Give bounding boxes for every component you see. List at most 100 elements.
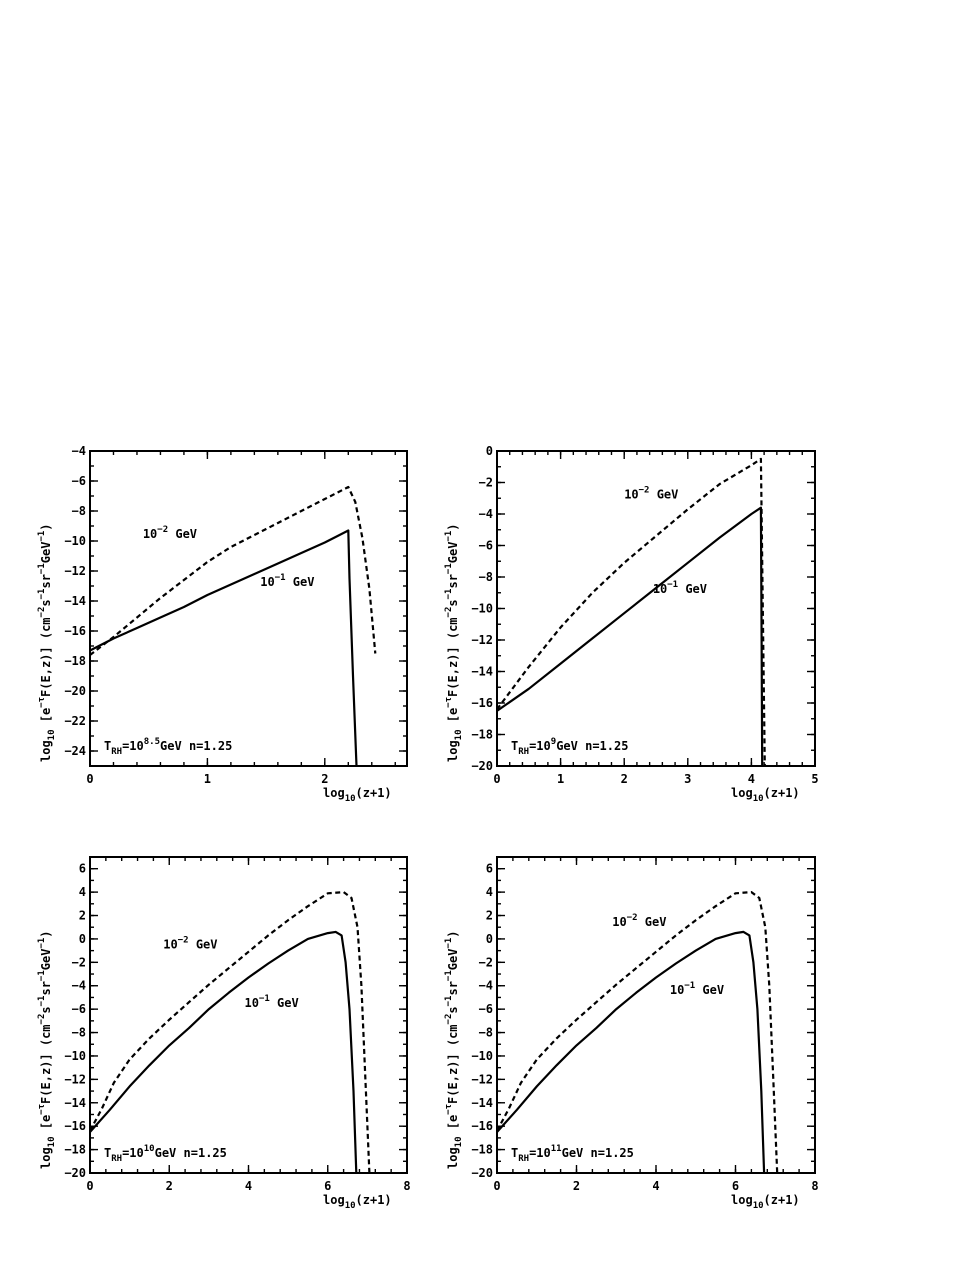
y-axis-label: log10 [e−τF(E,z)] (cm−2s−1sr−1GeV−1) (444, 523, 464, 762)
series-label: 10−2 GeV (624, 485, 678, 501)
series-line-solid (90, 930, 358, 1173)
y-axis-label-gev: GeV (39, 949, 53, 971)
y-tick-label: −14 (64, 1096, 86, 1110)
y-tick-label: −12 (64, 1072, 86, 1086)
y-tick-label: −24 (64, 744, 86, 758)
y-axis-label-f: F(E,z)] (cm (39, 617, 53, 696)
y-tick-label: −22 (64, 714, 86, 728)
y-axis-label-exp4: −1 (444, 531, 454, 542)
x-tick-label: 6 (324, 1179, 331, 1193)
y-tick-label: −16 (471, 1119, 493, 1133)
y-axis-label-close: ) (39, 930, 53, 937)
series-label-base: 10 (624, 487, 638, 501)
y-axis-label-close: ) (446, 930, 460, 937)
y-tick-label: 6 (79, 862, 86, 876)
trh-annotation: TRH=108.5GeV n=1.25 (104, 737, 232, 757)
series-label-exp: −2 (627, 913, 638, 923)
trh-unit: GeV (160, 739, 182, 753)
y-axis-label-exp3: −1 (444, 563, 454, 574)
y-tick-label: −8 (72, 1026, 86, 1040)
x-tick-label: 0 (86, 772, 93, 786)
series-label-unit: GeV (189, 937, 218, 951)
y-tick-label: −16 (64, 1119, 86, 1133)
x-tick-label: 1 (557, 772, 564, 786)
x-axis-label-log: log (323, 786, 345, 800)
y-tick-label: −4 (72, 979, 86, 993)
y-axis-label-gev: GeV (446, 949, 460, 971)
x-axis-label-log: log (731, 786, 753, 800)
y-axis-label-close: ) (39, 523, 53, 530)
series-label-base: 10 (653, 582, 667, 596)
y-tick-label: 2 (79, 909, 86, 923)
series-label-base: 10 (612, 915, 626, 929)
y-axis-label-f: F(E,z)] (cm (39, 1024, 53, 1103)
y-axis-label-log: log (446, 740, 460, 762)
series-label: 10−1 GeV (653, 580, 707, 596)
series-line-dashed (497, 457, 766, 766)
x-axis-label-log: log (323, 1193, 345, 1207)
x-tick-label: 2 (166, 1179, 173, 1193)
y-tick-label: −12 (471, 633, 493, 647)
y-axis-label-exp2: −1 (37, 996, 47, 1007)
series-line-solid (497, 930, 766, 1173)
y-tick-label: −6 (72, 1002, 86, 1016)
y-axis-label-sub: 10 (47, 1136, 57, 1147)
y-tick-label: 2 (486, 909, 493, 923)
x-tick-label: 2 (321, 772, 328, 786)
trh-annotation: TRH=1010GeV n=1.25 (104, 1144, 227, 1164)
x-tick-label: 3 (684, 772, 691, 786)
trh-exp: 10 (144, 1144, 155, 1154)
plot-frame (89, 450, 408, 767)
series-label-exp: −2 (178, 935, 189, 945)
series-label-base: 10 (163, 937, 177, 951)
y-tick-label: −2 (72, 955, 86, 969)
y-axis-label-exp3: −1 (37, 970, 47, 981)
y-axis-label-s: s (39, 599, 53, 606)
series-label-unit: GeV (168, 527, 197, 541)
y-axis-label-f: F(E,z)] (cm (446, 1024, 460, 1103)
trh-base: T (511, 739, 518, 753)
y-tick-label: −14 (471, 665, 493, 679)
series-line-dashed (90, 485, 377, 656)
y-axis-label-gev: GeV (446, 542, 460, 564)
trh-eq: =10 (122, 739, 144, 753)
x-axis-label: log10(z+1) (731, 786, 800, 804)
series-line-dashed (497, 891, 779, 1173)
y-tick-label: −10 (64, 534, 86, 548)
trh-base: T (104, 739, 111, 753)
series-label-unit: GeV (695, 983, 724, 997)
trh-sub: RH (111, 1154, 122, 1164)
y-axis-label-gev: GeV (39, 542, 53, 564)
trh-exp: 9 (551, 737, 556, 747)
y-tick-label: 6 (486, 862, 493, 876)
y-axis-label-log: log (446, 1147, 460, 1169)
series-label-base: 10 (670, 983, 684, 997)
x-axis-label: log10(z+1) (323, 786, 392, 804)
y-tick-label: −20 (64, 1166, 86, 1180)
series-line-solid (90, 529, 358, 766)
y-axis-label-tau: −τ (444, 1104, 454, 1115)
trh-eq: =10 (529, 1146, 551, 1160)
y-axis-label-f: F(E,z)] (cm (446, 617, 460, 696)
series-label-exp: −1 (667, 580, 678, 590)
y-tick-label: −20 (471, 759, 493, 773)
x-tick-label: 0 (86, 1179, 93, 1193)
series-label-exp: −1 (684, 981, 695, 991)
chart-panel-4: 0 2 4 6 8−20−18−16−14−12−10−8−6−4−20246log10… (444, 856, 819, 1211)
trh-exp: 8.5 (144, 737, 160, 747)
x-tick-label: 2 (573, 1179, 580, 1193)
y-tick-label: 0 (486, 932, 493, 946)
n-value: n=1.25 (176, 1146, 227, 1160)
x-tick-label: 1 (204, 772, 211, 786)
y-axis-label-s: s (39, 1006, 53, 1013)
chart-panel-1: 0 1 2−24−22−20−18−16−14−12−10−8−6−4log10(z… (37, 444, 408, 804)
y-tick-label: −6 (72, 474, 86, 488)
trh-unit: GeV (562, 1146, 584, 1160)
y-axis-label: log10 [e−τF(E,z)] (cm−2s−1sr−1GeV−1) (37, 523, 57, 762)
y-axis-label-exp1: −2 (444, 607, 454, 618)
n-value: n=1.25 (182, 739, 233, 753)
chart-panel-2: 0 1 2 3 4 5−20−18−16−14−12−10−8−6−4−20log10(z… (444, 444, 819, 804)
y-axis-label-s: s (446, 599, 460, 606)
y-tick-label: −16 (64, 624, 86, 638)
series-label-unit: GeV (286, 575, 315, 589)
